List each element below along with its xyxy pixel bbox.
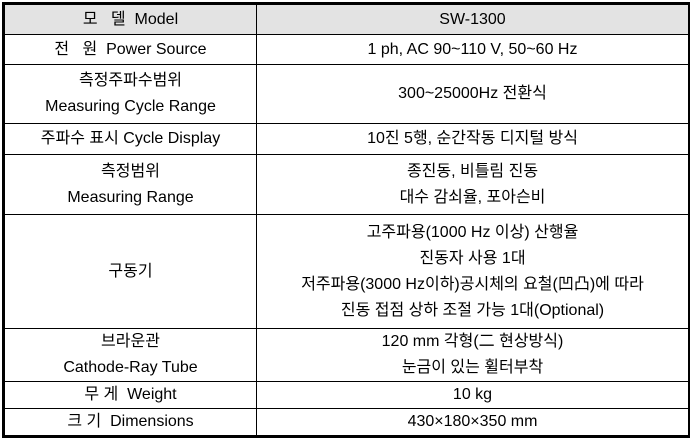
table-row-dimensions: 크 기 Dimensions 430×180×350 mm — [3, 408, 690, 437]
table-row-weight: 무 게 Weight 10 kg — [3, 381, 690, 409]
table-row-model: 모 델 Model SW-1300 — [3, 3, 690, 35]
table-row-power-source: 전 원 Power Source 1 ph, AC 90~110 V, 50~6… — [3, 34, 690, 65]
dimensions-value-cell: 430×180×350 mm — [256, 408, 690, 437]
measuring-range-value-cell: 종진동, 비틀림 진동 대수 감쇠율, 포아슨비 — [256, 154, 690, 215]
cathode-ray-tube-value-cell: 120 mm 각형(二 현상방식) 눈금이 있는 휠터부착 — [256, 328, 690, 382]
model-label-cell: 모 델 Model — [3, 3, 257, 35]
driver-label-cell: 구동기 — [3, 214, 257, 329]
table-row-driver: 구동기 고주파용(1000 Hz 이상) 산행율 진동자 사용 1대 저주파용(… — [3, 214, 690, 329]
weight-label-cell: 무 게 Weight — [3, 381, 257, 409]
weight-value-cell: 10 kg — [256, 381, 690, 409]
cycle-display-value-cell: 10진 5행, 순간작동 디지털 방식 — [256, 123, 690, 155]
cycle-display-label-cell: 주파수 표시 Cycle Display — [3, 123, 257, 155]
measuring-cycle-range-value-cell: 300~25000Hz 전환식 — [256, 64, 690, 124]
power-source-value-cell: 1 ph, AC 90~110 V, 50~60 Hz — [256, 34, 690, 65]
table-row-cathode-ray-tube: 브라운관 Cathode-Ray Tube 120 mm 각형(二 현상방식) … — [3, 328, 690, 382]
model-value-cell: SW-1300 — [256, 3, 690, 35]
table-row-measuring-cycle-range: 측정주파수범위 Measuring Cycle Range 300~25000H… — [3, 64, 690, 124]
spec-table: 모 델 Model SW-1300 전 원 Power Source 1 ph,… — [2, 2, 690, 438]
power-source-label-cell: 전 원 Power Source — [3, 34, 257, 65]
measuring-cycle-range-label-cell: 측정주파수범위 Measuring Cycle Range — [3, 64, 257, 124]
dimensions-label-cell: 크 기 Dimensions — [3, 408, 257, 437]
table-row-measuring-range: 측정범위 Measuring Range 종진동, 비틀림 진동 대수 감쇠율,… — [3, 154, 690, 215]
driver-value-cell: 고주파용(1000 Hz 이상) 산행율 진동자 사용 1대 저주파용(3000… — [256, 214, 690, 329]
cathode-ray-tube-label-cell: 브라운관 Cathode-Ray Tube — [3, 328, 257, 382]
table-row-cycle-display: 주파수 표시 Cycle Display 10진 5행, 순간작동 디지털 방식 — [3, 123, 690, 155]
measuring-range-label-cell: 측정범위 Measuring Range — [3, 154, 257, 215]
